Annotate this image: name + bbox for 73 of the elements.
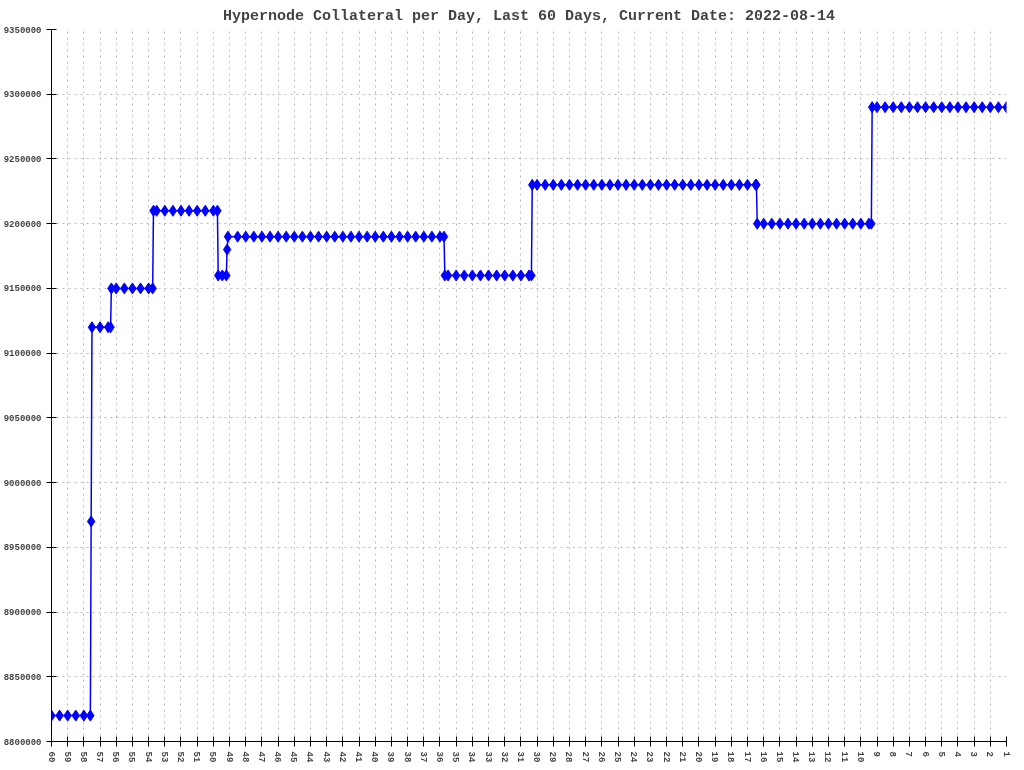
x-tick-label: 40 <box>369 751 380 763</box>
x-tick-label: 5 <box>935 751 946 757</box>
x-tick-label: 49 <box>223 751 234 763</box>
x-tick-label: 55 <box>126 751 137 763</box>
y-tick-label: 9150000 <box>3 284 42 295</box>
y-tick-label: 9050000 <box>3 413 42 424</box>
x-tick-label: 53 <box>158 751 169 763</box>
x-tick-label: 58 <box>77 751 88 763</box>
x-tick-label: 35 <box>450 751 461 763</box>
x-tick-label: 57 <box>94 751 105 763</box>
x-tick-label: 17 <box>741 751 752 763</box>
y-tick-label: 9300000 <box>3 90 42 101</box>
x-tick-label: 48 <box>239 751 250 763</box>
x-tick-label: 42 <box>336 751 347 763</box>
chart-title: Hypernode Collateral per Day, Last 60 Days, Current Date: 2022-08-14 <box>222 7 836 25</box>
y-tick-label: 8800000 <box>3 737 42 748</box>
x-tick-label: 60 <box>45 751 56 763</box>
x-tick-label: 2 <box>984 751 995 757</box>
x-tick-label: 52 <box>174 751 185 763</box>
x-tick-label: 45 <box>288 751 299 763</box>
x-tick-label: 6 <box>919 751 930 757</box>
y-tick-label: 9200000 <box>3 219 42 230</box>
x-tick-label: 1 <box>1000 751 1011 758</box>
x-tick-label: 3 <box>968 751 979 757</box>
x-tick-label: 11 <box>838 751 849 763</box>
x-tick-label: 12 <box>822 751 833 763</box>
x-tick-label: 51 <box>191 751 202 763</box>
x-tick-label: 41 <box>353 751 364 763</box>
x-tick-label: 44 <box>304 751 315 763</box>
x-tick-label: 32 <box>498 751 509 763</box>
x-tick-label: 23 <box>644 751 655 763</box>
y-tick-label: 8900000 <box>3 608 42 619</box>
y-tick-label: 8950000 <box>3 543 42 554</box>
x-tick-label: 21 <box>676 751 687 763</box>
x-tick-label: 56 <box>110 751 121 763</box>
x-tick-label: 19 <box>709 751 720 763</box>
y-tick-label: 9000000 <box>3 478 42 489</box>
x-tick-label: 24 <box>628 751 639 763</box>
x-tick-label: 33 <box>482 751 493 763</box>
x-tick-label: 4 <box>951 751 962 758</box>
x-tick-label: 15 <box>773 751 784 763</box>
x-tick-label: 31 <box>514 751 525 763</box>
x-tick-label: 43 <box>320 751 331 763</box>
y-tick-label: 9100000 <box>3 349 42 360</box>
x-tick-label: 9 <box>871 751 882 757</box>
x-tick-label: 50 <box>207 751 218 763</box>
y-tick-label: 9250000 <box>3 154 42 165</box>
x-tick-label: 13 <box>806 751 817 763</box>
x-tick-label: 20 <box>692 751 703 763</box>
x-tick-label: 39 <box>385 751 396 763</box>
y-tick-label: 9350000 <box>3 25 42 36</box>
x-tick-label: 38 <box>401 751 412 763</box>
x-tick-label: 30 <box>531 751 542 763</box>
x-tick-label: 7 <box>903 751 914 757</box>
x-tick-label: 16 <box>757 751 768 763</box>
x-tick-label: 46 <box>272 751 283 763</box>
y-tick-label: 8850000 <box>3 672 42 683</box>
x-tick-label: 29 <box>547 751 558 763</box>
x-tick-label: 54 <box>142 751 153 763</box>
x-tick-label: 8 <box>887 751 898 757</box>
x-tick-label: 27 <box>579 751 590 763</box>
x-tick-label: 47 <box>255 751 266 763</box>
x-tick-label: 28 <box>563 751 574 763</box>
x-tick-label: 10 <box>854 751 865 763</box>
x-tick-label: 34 <box>466 751 477 763</box>
x-tick-label: 14 <box>790 751 801 763</box>
x-tick-label: 37 <box>417 751 428 763</box>
x-tick-label: 25 <box>612 751 623 763</box>
x-tick-label: 26 <box>595 751 606 763</box>
x-tick-label: 59 <box>61 751 72 763</box>
x-tick-label: 22 <box>660 751 671 763</box>
x-tick-label: 36 <box>433 751 444 763</box>
x-tick-label: 18 <box>725 751 736 763</box>
